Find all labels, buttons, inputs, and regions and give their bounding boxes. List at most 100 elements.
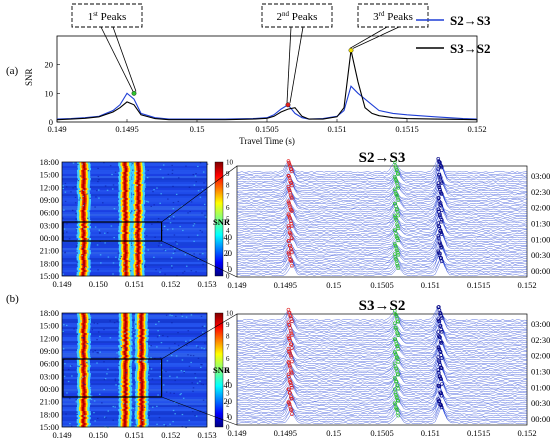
- trace-peak-marker: [287, 226, 291, 230]
- trace-line: [236, 186, 527, 202]
- heatmap-noise: [95, 196, 97, 198]
- heatmap-stripe-cell: [124, 256, 127, 259]
- heatmap-noise: [76, 250, 78, 253]
- heatmap-noise: [177, 332, 179, 334]
- heatmap-noise: [201, 231, 203, 233]
- heatmap-stripe-cell: [124, 208, 127, 211]
- heatmap-noise: [124, 332, 126, 334]
- trace-line: [236, 364, 528, 380]
- heatmap-noise: [144, 266, 147, 268]
- heatmap-stripe-cell: [83, 357, 86, 360]
- heatmap-noise: [82, 353, 84, 355]
- heatmap-noise: [165, 314, 168, 316]
- heatmap-stripe-cell: [82, 218, 85, 221]
- trace-peak-marker: [439, 192, 444, 196]
- trace-line: [236, 325, 528, 342]
- heatmap-stripe-cell: [82, 325, 86, 328]
- heatmap-stripe-cell: [82, 190, 85, 193]
- heatmap-noise: [153, 256, 155, 258]
- heatmap-stripe-cell: [83, 413, 86, 416]
- heatmap-stripe-cell: [123, 425, 126, 428]
- trace-line: [236, 404, 528, 419]
- colorbar-tick-label: 9: [226, 321, 230, 329]
- heatmap-stripe-cell: [140, 351, 143, 354]
- heatmap-noise: [197, 357, 200, 359]
- heatmap-stripe-cell: [124, 401, 127, 404]
- trace-peak-marker: [290, 385, 294, 390]
- trace-peak-marker: [288, 364, 292, 369]
- heatmap-noise: [63, 324, 65, 326]
- heatmap-stripe-cell: [124, 274, 128, 277]
- traces-time-tick: 02:30: [531, 187, 550, 197]
- heatmap-stripe-cell: [123, 409, 126, 412]
- heatmap-noise: [146, 340, 148, 343]
- heatmap-noise: [66, 231, 68, 233]
- heatmap-stripe-cell: [125, 359, 128, 362]
- heatmap-noise: [117, 387, 120, 389]
- heatmap-noise: [172, 208, 175, 210]
- heatmap-noise: [130, 212, 132, 214]
- heatmap-noise: [200, 315, 203, 317]
- heatmap-stripe-cell: [124, 188, 127, 191]
- heatmap-stripe-cell: [124, 190, 128, 193]
- trace-peak-marker: [290, 412, 294, 416]
- heatmap-stripe-cell: [82, 206, 86, 209]
- heatmap-noise: [79, 190, 81, 193]
- heatmap-stripe-cell: [81, 399, 85, 402]
- trace-peak-marker: [439, 327, 443, 332]
- trace-line: [236, 335, 528, 350]
- heatmap-noise: [81, 163, 83, 165]
- heatmap-noise: [206, 163, 209, 165]
- heatmap-noise: [184, 254, 187, 256]
- heatmap-row: [62, 315, 207, 318]
- heatmap-stripe-cell: [140, 317, 143, 320]
- heatmap-noise: [194, 373, 196, 375]
- trace-peak-marker: [288, 381, 293, 385]
- trace-line: [236, 392, 527, 408]
- heatmap-noise: [62, 217, 64, 219]
- heatmap-stripe-cell: [140, 353, 143, 356]
- heatmap-ytick-label: 06:00: [40, 359, 59, 369]
- heatmap-noise: [89, 197, 92, 199]
- heatmap-stripe-cell: [137, 200, 140, 203]
- heatmap-stripe-cell: [83, 198, 86, 201]
- trace-peak-marker: [395, 171, 400, 176]
- trace-peak-marker: [439, 329, 444, 334]
- trace-line: [236, 231, 528, 245]
- heatmap-noise: [157, 245, 160, 247]
- heatmap-noise: [204, 342, 206, 344]
- heatmap-noise: [193, 240, 195, 242]
- heatmap-stripe-cell: [82, 244, 85, 247]
- heatmap-stripe-cell: [141, 329, 144, 332]
- heatmap-noise: [164, 250, 167, 252]
- selection-box: [62, 358, 163, 398]
- heatmap-stripe-cell: [139, 335, 143, 338]
- heatmap-noise: [172, 202, 175, 204]
- traces-xtick-label: 0.1495: [274, 428, 297, 438]
- heatmap-noise: [82, 376, 84, 378]
- heatmap-stripe-cell: [137, 164, 140, 167]
- heatmap-stripe-cell: [124, 168, 128, 171]
- heatmap-noise: [195, 345, 198, 347]
- heatmap-row: [62, 359, 207, 362]
- heatmap-noise: [82, 205, 85, 207]
- heatmap-xtick-label: 0.150: [89, 279, 108, 289]
- traces-title: S3→S2: [359, 298, 406, 314]
- heatmap-row: [62, 351, 207, 354]
- heatmap-noise: [123, 270, 126, 272]
- heatmap-noise: [162, 164, 165, 166]
- heatmap-stripe-cell: [123, 419, 126, 422]
- trace-line: [237, 386, 528, 400]
- heatmap-noise: [162, 334, 164, 337]
- heatmap-stripe-cell: [124, 254, 127, 257]
- heatmap-noise: [81, 255, 83, 257]
- heatmap-stripe-cell: [82, 220, 86, 223]
- heatmap-stripe-cell: [82, 349, 85, 352]
- colorbar-tick-label: 5: [226, 216, 230, 224]
- colorbar-tick-label: 6: [226, 355, 230, 363]
- heatmap-noise: [64, 252, 66, 254]
- heatmap-stripe-cell: [136, 236, 139, 239]
- heatmap-noise: [74, 202, 77, 204]
- heatmap-noise: [128, 188, 131, 190]
- heatmap-noise: [161, 369, 164, 371]
